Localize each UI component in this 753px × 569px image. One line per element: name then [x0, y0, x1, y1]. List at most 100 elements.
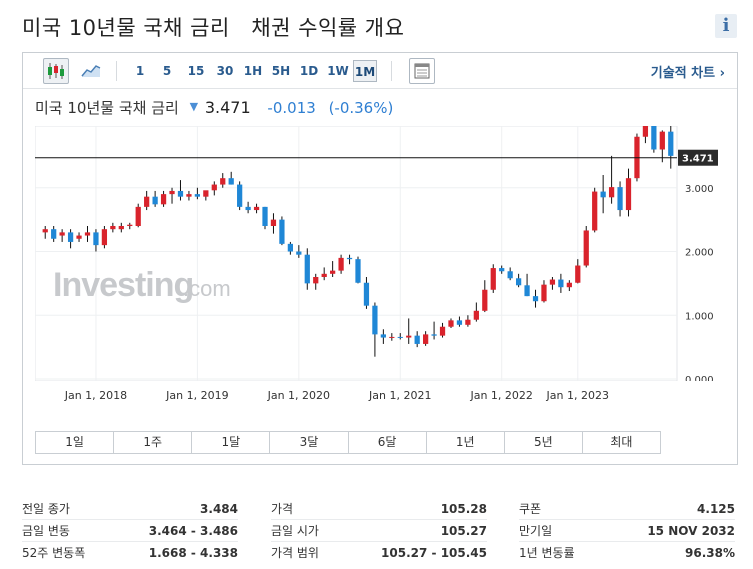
y-tick-label: 0.000 — [685, 375, 714, 381]
candle-body — [59, 232, 65, 236]
interval-1h[interactable]: 1H — [243, 64, 263, 78]
candle-body — [220, 178, 226, 185]
toolbar-separator — [391, 61, 392, 81]
stat-label: 금일 시가 — [271, 524, 319, 538]
period-6m-button[interactable]: 6달 — [348, 432, 427, 453]
stat-row: 금일 시가 105.27 — [271, 520, 487, 542]
period-1w-button[interactable]: 1주 — [114, 432, 193, 453]
stat-value: 96.38% — [685, 546, 735, 560]
candle-body — [592, 191, 598, 231]
toolbar-separator — [116, 61, 117, 81]
stat-row: 가격 범위 105.27 - 105.45 — [271, 542, 487, 564]
candle-body — [380, 334, 386, 338]
candle-body — [642, 120, 649, 137]
stat-label: 가격 — [271, 502, 294, 516]
candle-body — [287, 243, 293, 252]
stat-row: 만기일 15 NOV 2032 — [519, 520, 735, 542]
candle-body — [338, 257, 344, 271]
period-selector: 1일 1주 1달 3달 6달 1년 5년 최대 — [35, 431, 661, 454]
period-3m-button[interactable]: 3달 — [270, 432, 349, 453]
candle-body — [228, 178, 234, 185]
candle-body — [608, 187, 615, 198]
period-5y-button[interactable]: 5년 — [504, 432, 583, 453]
candle-body — [583, 230, 589, 266]
candle-body — [270, 219, 277, 226]
interval-5[interactable]: 5 — [162, 64, 172, 78]
x-tick-label: Jan 1, 2018 — [64, 389, 128, 402]
candle-body — [245, 206, 251, 211]
interval-1m[interactable]: 1M — [353, 60, 377, 82]
stat-value: 3.484 — [200, 502, 238, 516]
candle-body — [558, 279, 564, 288]
candle-body — [321, 273, 327, 277]
stat-row: 전일 종가 3.484 — [22, 498, 238, 520]
candle-body — [549, 279, 556, 285]
candle-body — [42, 229, 48, 233]
candle-body — [414, 335, 420, 344]
candle-body — [296, 251, 302, 255]
candle-body — [93, 232, 99, 246]
candle-body — [372, 305, 378, 335]
candle-body — [152, 196, 158, 205]
x-tick-label: Jan 1, 2022 — [470, 389, 533, 402]
x-tick-label: Jan 1, 2019 — [166, 389, 229, 402]
stat-label: 1년 변동률 — [519, 546, 575, 560]
candle-body — [575, 265, 581, 283]
stat-label: 전일 종가 — [22, 502, 70, 516]
candle-body — [186, 194, 192, 197]
candle-body — [51, 229, 57, 239]
chart-panel: 1 5 15 30 1H 5H 1D 1W 1M 기술적 차트 › 미국 10년… — [22, 52, 738, 465]
candle-body — [456, 320, 463, 325]
chart-toolbar: 1 5 15 30 1H 5H 1D 1W 1M 기술적 차트 › — [23, 53, 737, 89]
price-chart[interactable]: 0.000 1.000 2.000 3.000 Investing .com 3.471 — [34, 102, 729, 386]
y-tick-label: 2.000 — [685, 248, 714, 259]
candle-body — [355, 259, 361, 283]
candlestick-chart[interactable]: 0.000 1.000 2.000 3.000 Investing.com 3.471 — [34, 102, 729, 386]
quote-line: 미국 10년물 국채 금리 ▼ 3.471 -0.013 (-0.36%) — [35, 97, 393, 118]
candle-body — [237, 184, 243, 207]
candle-body — [253, 206, 260, 211]
candle-body — [211, 184, 217, 191]
area-chart-icon[interactable] — [79, 58, 105, 84]
candle-body — [490, 268, 496, 290]
period-1d-button[interactable]: 1일 — [36, 432, 115, 453]
x-tick-label: Jan 1, 2021 — [369, 389, 432, 402]
candle-body — [659, 131, 665, 150]
stat-row: 52주 변동폭 1.668 - 4.338 — [22, 542, 238, 564]
candle-body — [177, 190, 184, 197]
candle-body — [169, 190, 175, 195]
last-price: 3.471 — [204, 98, 251, 117]
stat-label: 쿠폰 — [519, 502, 542, 516]
candle-body — [532, 296, 539, 302]
candle-body — [363, 282, 370, 306]
candle-body — [651, 120, 657, 150]
candle-body — [101, 229, 108, 246]
period-1m-button[interactable]: 1달 — [192, 432, 271, 453]
down-arrow-icon: ▼ — [189, 100, 199, 113]
calendar-panel-icon[interactable] — [409, 58, 435, 84]
interval-15[interactable]: 15 — [187, 64, 205, 78]
candle-body — [473, 310, 479, 320]
period-max-button[interactable]: 최대 — [582, 432, 660, 453]
technical-chart-link[interactable]: 기술적 차트 › — [650, 66, 725, 81]
candlestick-chart-icon[interactable] — [43, 58, 69, 84]
interval-30[interactable]: 30 — [216, 64, 234, 78]
interval-1d[interactable]: 1D — [299, 64, 319, 78]
period-1y-button[interactable]: 1년 — [426, 432, 505, 453]
interval-1[interactable]: 1 — [135, 64, 145, 78]
candle-body — [431, 334, 437, 336]
candle-body — [313, 277, 319, 284]
candle-body — [668, 131, 674, 156]
interval-1w[interactable]: 1W — [327, 64, 349, 78]
x-tick-label: Jan 1, 2020 — [267, 389, 331, 402]
candle-body — [76, 235, 82, 239]
candle-body — [67, 232, 74, 242]
candle-body — [389, 336, 395, 338]
current-price-tag — [678, 149, 718, 166]
y-tick-label: 3.000 — [685, 184, 714, 195]
stat-label: 만기일 — [519, 524, 553, 538]
candle-body — [423, 334, 429, 344]
interval-5h[interactable]: 5H — [271, 64, 291, 78]
info-icon[interactable]: i — [715, 14, 737, 38]
stat-value: 3.464 - 3.486 — [148, 524, 238, 538]
